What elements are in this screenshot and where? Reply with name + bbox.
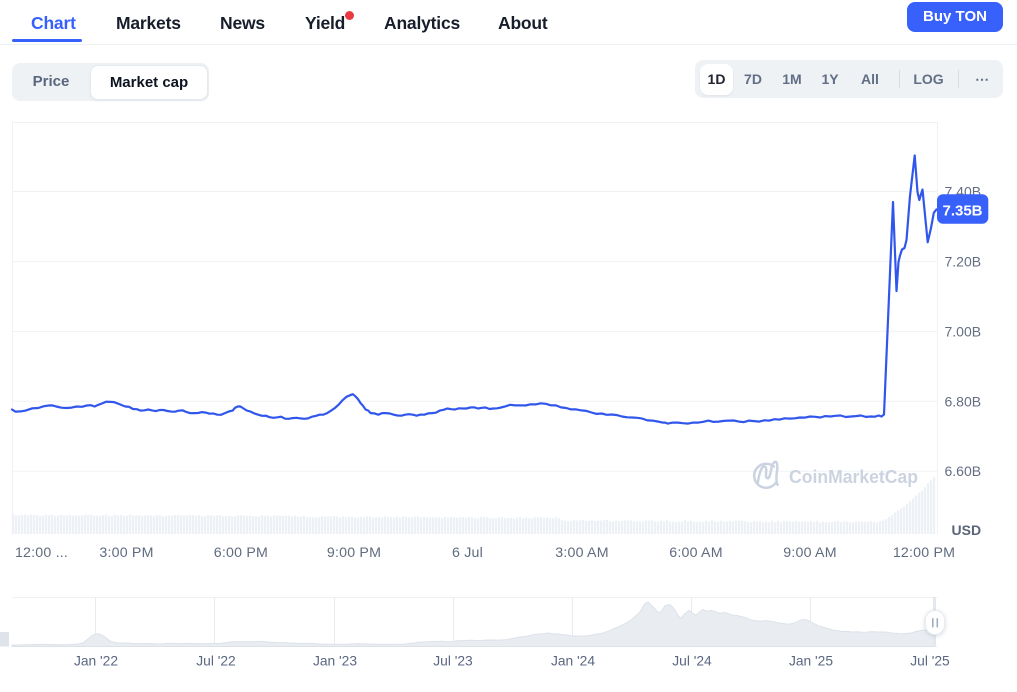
svg-text:6:00 AM: 6:00 AM xyxy=(669,545,722,561)
svg-text:Jan '23: Jan '23 xyxy=(313,654,357,669)
svg-text:6.60B: 6.60B xyxy=(945,463,982,479)
svg-text:CoinMarketCap: CoinMarketCap xyxy=(789,466,918,487)
svg-text:Jul '23: Jul '23 xyxy=(433,654,473,669)
svg-text:6 Jul: 6 Jul xyxy=(452,545,483,561)
svg-text:6.80B: 6.80B xyxy=(945,393,982,409)
svg-text:9:00 PM: 9:00 PM xyxy=(327,545,381,561)
svg-text:Jan '22: Jan '22 xyxy=(74,654,118,669)
svg-text:7.20B: 7.20B xyxy=(945,253,982,269)
svg-text:3:00 PM: 3:00 PM xyxy=(99,545,153,561)
svg-text:3:00 AM: 3:00 AM xyxy=(555,545,608,561)
svg-text:USD: USD xyxy=(952,522,982,538)
svg-text:9:00 AM: 9:00 AM xyxy=(783,545,836,561)
svg-text:Jan '25: Jan '25 xyxy=(789,654,833,669)
svg-text:6:00 PM: 6:00 PM xyxy=(214,545,268,561)
svg-text:Jul '24: Jul '24 xyxy=(672,654,712,669)
svg-text:Jul '22: Jul '22 xyxy=(196,654,235,669)
svg-text:7.00B: 7.00B xyxy=(945,323,982,339)
svg-text:12:00 ...: 12:00 ... xyxy=(15,545,68,561)
svg-text:Jul '25: Jul '25 xyxy=(910,654,950,669)
svg-text:Jan '24: Jan '24 xyxy=(551,654,595,669)
svg-text:12:00 PM: 12:00 PM xyxy=(893,545,955,561)
svg-text:7.35B: 7.35B xyxy=(942,203,982,220)
